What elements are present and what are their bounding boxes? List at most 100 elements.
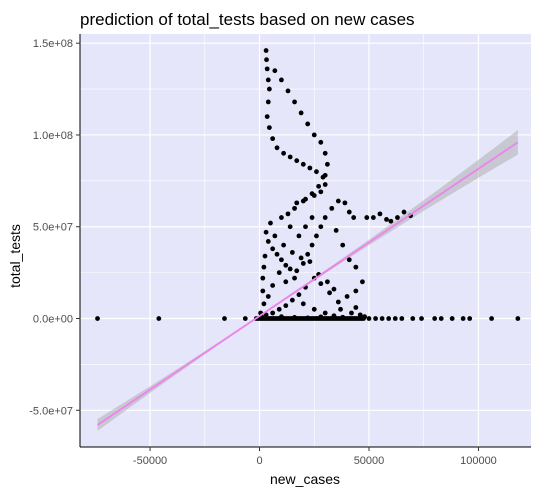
- axes: [79, 34, 531, 448]
- data-point: [335, 198, 341, 204]
- y-tick-label: 0.0e+00: [33, 314, 73, 326]
- data-point: [373, 316, 378, 321]
- data-point: [449, 316, 455, 321]
- data-point: [294, 158, 300, 164]
- data-point: [272, 233, 278, 239]
- data-point: [265, 294, 271, 299]
- data-point: [419, 316, 424, 321]
- data-point: [279, 215, 284, 220]
- data-point: [283, 262, 289, 268]
- data-point: [388, 218, 394, 224]
- data-point: [401, 209, 407, 215]
- data-point: [263, 312, 269, 318]
- data-point: [318, 139, 324, 145]
- data-point: [289, 297, 295, 303]
- data-point: [340, 242, 346, 248]
- data-point: [309, 242, 315, 248]
- data-point: [318, 189, 324, 195]
- data-point: [489, 316, 494, 321]
- x-tick-label: 0: [256, 455, 262, 467]
- data-point: [276, 306, 282, 312]
- data-point: [263, 229, 269, 235]
- data-point: [261, 264, 267, 270]
- chart-title: prediction of total_tests based on new c…: [80, 10, 415, 29]
- x-axis-title: new_cases: [270, 471, 340, 487]
- data-point: [460, 316, 466, 321]
- data-point: [386, 316, 392, 321]
- data-point: [263, 48, 269, 53]
- data-point: [324, 279, 330, 285]
- data-point: [283, 303, 289, 309]
- data-point: [292, 275, 297, 281]
- plot-panel: [80, 34, 531, 447]
- data-point: [399, 316, 405, 321]
- data-point: [361, 316, 366, 321]
- data-point: [266, 86, 272, 92]
- data-point: [353, 305, 359, 310]
- y-tick-label: 1.5e+08: [33, 38, 73, 50]
- data-point: [311, 132, 317, 138]
- data-point: [270, 283, 276, 288]
- data-point: [342, 200, 348, 206]
- y-axis-title: total_tests: [7, 224, 23, 288]
- data-point: [322, 215, 328, 220]
- data-point: [311, 306, 317, 312]
- y-axis-ticks: -5.0e+07 0.0e+00 5.0e+07 1.0e+08 1.5e+08: [29, 38, 80, 417]
- data-point: [261, 301, 267, 307]
- data-point: [329, 205, 335, 211]
- data-point: [260, 275, 266, 281]
- minor-gridlines: [80, 34, 531, 447]
- data-point: [156, 316, 162, 321]
- data-point: [318, 281, 324, 287]
- data-point: [357, 312, 363, 318]
- data-point: [285, 211, 291, 217]
- data-point: [300, 261, 306, 266]
- data-point: [272, 68, 278, 74]
- data-point: [265, 77, 271, 83]
- data-point: [344, 294, 350, 299]
- data-point: [307, 165, 313, 171]
- data-point: [370, 215, 376, 220]
- data-point: [287, 154, 293, 160]
- data-point: [351, 215, 357, 220]
- data-point: [335, 299, 341, 305]
- data-point: [287, 224, 293, 230]
- data-point: [296, 292, 302, 298]
- data-point: [242, 316, 248, 321]
- data-point: [322, 182, 328, 187]
- data-point: [316, 183, 322, 189]
- data-point: [364, 215, 370, 220]
- data-point: [432, 316, 438, 321]
- data-point: [289, 250, 295, 255]
- y-tick-label: -5.0e+07: [29, 405, 73, 417]
- data-point: [333, 228, 339, 233]
- data-point: [515, 316, 521, 321]
- data-point: [300, 301, 306, 307]
- data-point: [305, 251, 311, 257]
- data-point: [331, 286, 337, 292]
- data-point: [298, 255, 304, 261]
- data-point: [283, 279, 289, 285]
- data-point: [314, 169, 319, 175]
- data-point: [270, 136, 276, 142]
- data-point: [279, 77, 284, 83]
- data-point: [392, 316, 398, 321]
- data-point: [307, 259, 313, 265]
- data-point: [360, 279, 365, 285]
- data-point: [305, 121, 311, 127]
- data-point: [281, 150, 287, 156]
- data-point: [322, 172, 328, 178]
- data-point: [292, 205, 297, 211]
- data-point: [294, 268, 300, 274]
- data-point: [95, 316, 100, 321]
- y-tick-label: 1.0e+08: [33, 130, 73, 142]
- data-point: [327, 290, 332, 296]
- data-point: [353, 264, 359, 270]
- confidence-band-layer: [97, 130, 518, 431]
- data-point: [346, 209, 352, 215]
- fit-line-layer: [97, 141, 519, 426]
- data-point: [309, 191, 315, 197]
- x-tick-label: -50000: [133, 455, 167, 467]
- confidence-band: [97, 130, 518, 431]
